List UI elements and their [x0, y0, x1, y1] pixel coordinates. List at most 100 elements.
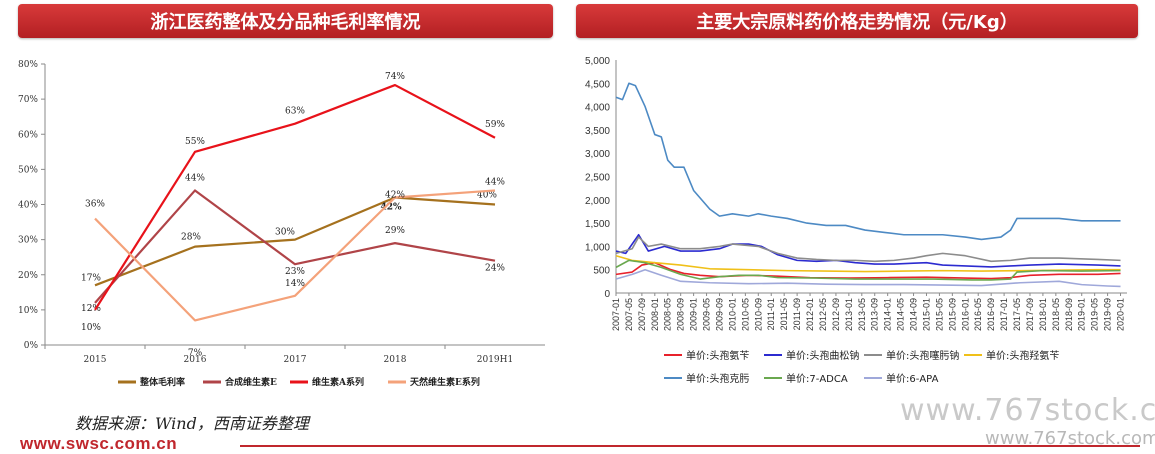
left-x-tick-label: 2015	[84, 355, 107, 365]
right-legend-label: 单价:头孢羟氨苄	[986, 349, 1059, 362]
left-data-label: 30%	[275, 228, 295, 238]
left-data-label: 17%	[81, 273, 101, 283]
right-y-tick-label: 5,000	[585, 56, 610, 67]
right-y-tick-label: 3,000	[585, 149, 610, 160]
left-data-label: 10%	[81, 323, 101, 333]
left-y-tick-label: 50%	[18, 165, 38, 175]
left-data-label: 59%	[485, 120, 505, 130]
right-legend-label: 单价:7-ADCA	[786, 373, 848, 385]
left-y-tick-label: 80%	[18, 60, 38, 70]
right-y-tick-label: 2,500	[585, 173, 610, 184]
right-y-tick-label: 3,500	[585, 126, 610, 137]
right-x-tick-label: 2016-09	[986, 298, 996, 331]
right-x-tick-label: 2019-01	[1077, 298, 1087, 331]
left-data-label: 7%	[188, 348, 203, 358]
left-data-label: 28%	[181, 233, 201, 243]
right-legend-label: 单价:6-APA	[886, 373, 939, 385]
right-chart-banner: 主要大宗原料药价格走势情况（元/Kg）	[576, 4, 1138, 38]
left-data-label: 12%	[81, 304, 101, 314]
left-legend-label: 维生素A系列	[312, 376, 364, 388]
right-x-tick-label: 2017-01	[999, 298, 1009, 331]
right-legend-label: 单价:头孢噻肟钠	[886, 349, 959, 362]
left-data-label: 42%	[380, 202, 402, 212]
left-data-label: 36%	[85, 200, 105, 210]
left-series-line	[94, 189, 496, 304]
left-data-label: 42%	[385, 190, 405, 200]
right-x-tick-label: 2007-05	[624, 298, 634, 331]
right-x-tick-label: 2013-01	[844, 298, 854, 331]
left-x-tick-label: 2018	[384, 355, 407, 365]
left-data-label: 29%	[385, 226, 405, 236]
right-y-tick-label: 500	[593, 266, 610, 277]
left-y-tick-label: 40%	[18, 201, 38, 211]
left-series-line	[94, 196, 496, 287]
right-x-tick-label: 2017-09	[1025, 298, 1035, 331]
right-x-tick-label: 2017-05	[1012, 298, 1022, 331]
left-series-line	[94, 83, 496, 311]
right-y-tick-label: 0	[604, 289, 610, 300]
right-chart-title: 主要大宗原料药价格走势情况（元/Kg）	[696, 12, 1018, 33]
left-series-line	[94, 189, 496, 322]
watermark-small: www.767stock.com	[985, 428, 1155, 449]
left-data-label: 63%	[285, 107, 305, 117]
right-x-tick-label: 2008-09	[676, 298, 686, 331]
left-data-label: 44%	[185, 173, 205, 183]
right-x-tick-label: 2020-01	[1116, 298, 1126, 331]
right-x-tick-label: 2014-01	[883, 298, 893, 331]
right-x-tick-label: 2009-05	[702, 298, 712, 331]
right-x-tick-label: 2011-01	[766, 298, 776, 330]
right-x-tick-label: 2009-01	[689, 298, 699, 331]
right-x-tick-label: 2010-01	[727, 298, 737, 331]
left-y-tick-label: 0%	[24, 341, 39, 351]
left-y-tick-label: 10%	[18, 306, 38, 316]
right-x-tick-label: 2016-05	[973, 298, 983, 331]
right-series-line	[615, 259, 1121, 281]
right-x-tick-label: 2011-05	[779, 298, 789, 330]
right-x-tick-label: 2015-09	[947, 298, 957, 331]
right-x-tick-label: 2014-05	[896, 298, 906, 331]
left-legend-label: 天然维生素E系列	[410, 376, 480, 388]
left-data-label: 14%	[285, 279, 305, 289]
right-y-tick-label: 2,000	[585, 196, 610, 207]
right-x-tick-label: 2012-05	[818, 298, 828, 331]
left-data-label: 55%	[185, 137, 205, 147]
data-source-note: 数据来源：Wind，西南证券整理	[75, 414, 309, 433]
left-data-label: 44%	[485, 177, 505, 187]
left-y-tick-label: 70%	[18, 95, 38, 105]
left-data-label: 74%	[385, 72, 405, 82]
right-x-tick-label: 2019-09	[1103, 298, 1113, 331]
watermark-large: www.767stock.co	[900, 393, 1155, 428]
left-chart-gross-margin: 0% 10% 20% 30% 40% 50% 60% 70% 80% 2015 2016 2017 20…	[18, 60, 545, 388]
right-x-tick-label: 2008-05	[663, 298, 673, 331]
right-x-tick-label: 2010-05	[740, 298, 750, 331]
right-y-tick-label: 1,500	[585, 219, 610, 230]
left-y-tick-label: 30%	[18, 236, 38, 246]
company-website: www.swsc.com.cn	[20, 434, 178, 453]
right-y-tick-label: 4,000	[585, 103, 610, 114]
right-legend-label: 单价:头孢曲松钠	[786, 349, 859, 362]
right-series-line	[615, 82, 1121, 241]
right-y-tick-label: 1,000	[585, 242, 610, 253]
right-x-tick-label: 2010-09	[753, 298, 763, 331]
right-x-tick-label: 2013-05	[857, 298, 867, 331]
right-chart-api-prices: 0 500 1,000 1,500 2,000 2,500 3,000 3,500 4,000 4…	[585, 56, 1127, 385]
right-x-tick-label: 2009-09	[714, 298, 724, 331]
right-series-line	[615, 233, 1121, 268]
left-data-label: 40%	[477, 191, 497, 201]
left-legend-label: 整体毛利率	[139, 376, 185, 388]
right-x-tick-label: 2014-09	[909, 298, 919, 331]
right-series-line	[615, 268, 1121, 288]
right-x-tick-label: 2008-01	[650, 298, 660, 331]
right-x-tick-label: 2013-09	[870, 298, 880, 331]
right-x-tick-label: 2018-01	[1038, 298, 1048, 331]
right-x-tick-label: 2015-05	[934, 298, 944, 331]
left-x-tick-label: 2017	[284, 355, 307, 365]
left-chart-title: 浙江医药整体及分品种毛利率情况	[150, 12, 421, 33]
right-x-tick-label: 2011-09	[792, 298, 802, 330]
left-y-tick-label: 60%	[18, 130, 38, 140]
right-x-tick-label: 2019-05	[1090, 298, 1100, 331]
right-x-tick-label: 2007-01	[611, 298, 621, 331]
right-legend-label: 单价:头孢克肟	[686, 373, 749, 385]
right-x-tick-label: 2007-09	[637, 298, 647, 331]
right-x-tick-label: 2012-09	[831, 298, 841, 331]
